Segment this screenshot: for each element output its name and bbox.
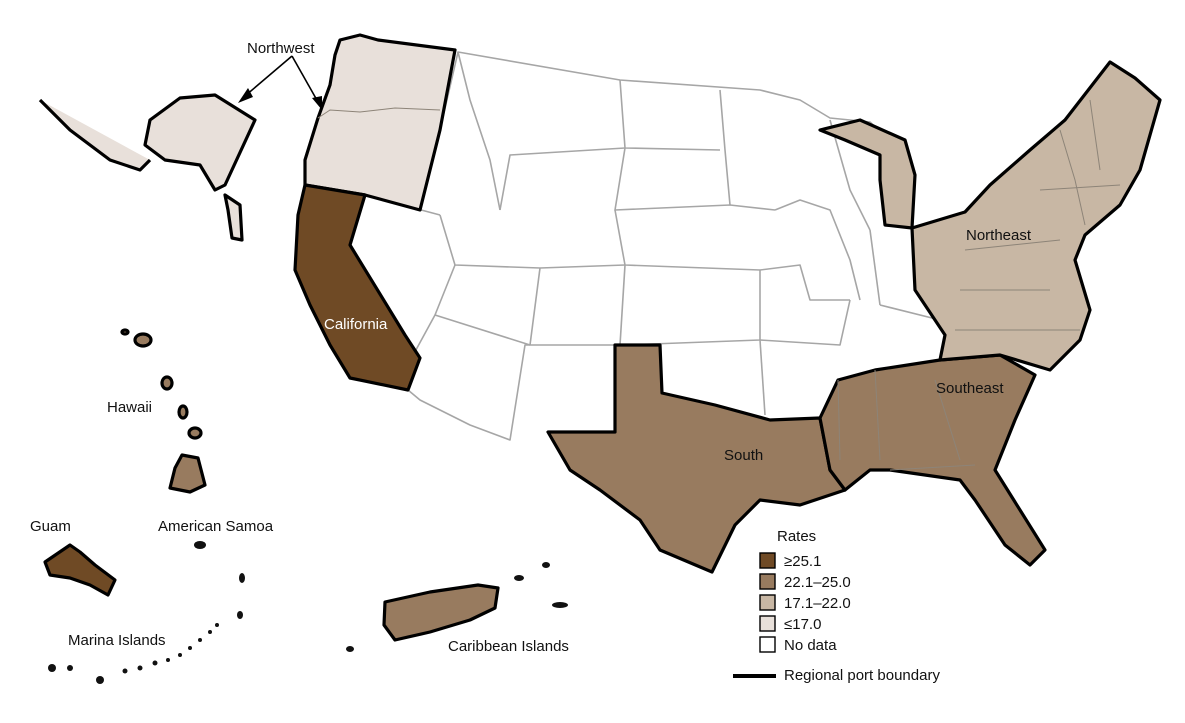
label-south: South — [724, 447, 763, 464]
region-northeast-shape — [910, 60, 1162, 372]
legend-swatch-3 — [759, 615, 776, 632]
label-southeast: Southeast — [936, 380, 1004, 397]
guam[interactable] — [43, 543, 117, 597]
alaska[interactable] — [38, 93, 257, 242]
hawaii[interactable] — [120, 328, 207, 494]
label-marina-islands: Marina Islands — [68, 632, 166, 649]
hawaii-big-island — [168, 453, 207, 494]
puerto-rico-shape — [382, 583, 500, 642]
label-northeast: Northeast — [966, 227, 1032, 244]
region-southeast[interactable] — [818, 353, 1047, 567]
label-caribbean-islands: Caribbean Islands — [448, 638, 569, 655]
legend-boundary-label: Regional port boundary — [784, 667, 940, 684]
legend-items: ≥25.1 22.1–25.0 17.1–22.0 ≤17.0 No data — [759, 552, 851, 654]
alaska-shape — [143, 93, 257, 192]
caribbean-islands[interactable] — [346, 562, 568, 652]
state-borders — [364, 51, 941, 416]
region-south[interactable] — [546, 343, 847, 574]
region-california-shape — [293, 183, 422, 392]
label-northwest: Northwest — [247, 40, 315, 57]
legend-swatch-4 — [759, 636, 776, 653]
region-south-shape — [546, 343, 847, 574]
pacific-small-islands — [48, 541, 245, 684]
legend-swatch-1 — [759, 573, 776, 590]
legend-swatch-2 — [759, 594, 776, 611]
legend-label-4: No data — [784, 637, 837, 654]
region-california[interactable] — [293, 183, 422, 392]
legend-label-2: 17.1–22.0 — [784, 595, 851, 612]
region-northeast-michigan — [818, 118, 917, 230]
label-american-samoa: American Samoa — [158, 518, 274, 535]
legend: Rates ≥25.1 22.1–25.0 17.1–22.0 ≤17.0 No dat… — [733, 528, 940, 684]
northeast-state-lines — [955, 99, 1121, 331]
label-california: California — [324, 316, 388, 333]
legend-label-1: 22.1–25.0 — [784, 574, 851, 591]
label-guam: Guam — [30, 518, 71, 535]
region-northeast[interactable] — [818, 60, 1162, 372]
legend-label-0: ≥25.1 — [784, 553, 821, 570]
northwest-arrows — [238, 55, 322, 110]
region-southeast-shape — [818, 353, 1047, 567]
label-hawaii: Hawaii — [107, 399, 152, 416]
guam-shape — [43, 543, 117, 597]
legend-title: Rates — [777, 528, 816, 545]
legend-swatch-0 — [759, 552, 776, 569]
legend-label-3: ≤17.0 — [784, 616, 821, 633]
continental-us-base — [349, 51, 946, 471]
